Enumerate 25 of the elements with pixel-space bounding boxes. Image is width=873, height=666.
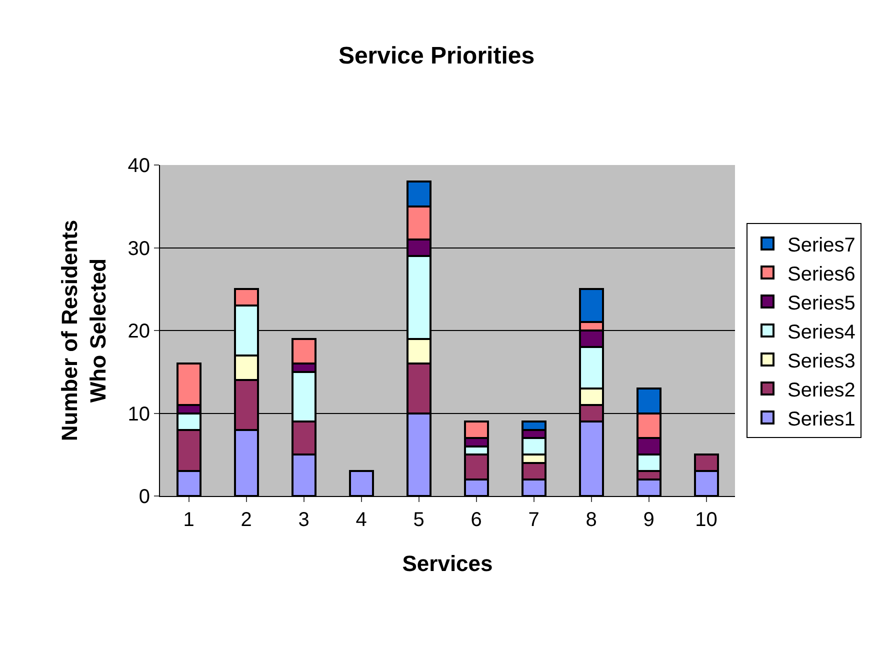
y-tick-label: 30	[128, 238, 150, 260]
x-tick-label: 4	[356, 509, 367, 531]
chart-title: Service Priorities	[338, 42, 535, 70]
x-tick-label: 9	[643, 509, 654, 531]
legend-label: Series6	[788, 263, 856, 286]
legend-label: Series5	[788, 292, 856, 314]
x-tick-label: 10	[695, 509, 718, 531]
legend-label: Series2	[788, 379, 856, 402]
x-tick-label: 7	[528, 509, 540, 531]
x-tick-label: 6	[470, 509, 482, 531]
y-tick-label: 40	[128, 155, 150, 177]
x-axis-title: Services	[402, 550, 493, 576]
x-tick-label: 2	[240, 509, 252, 531]
x-tick-label: 8	[586, 509, 597, 531]
y-tick-label: 0	[138, 486, 150, 508]
legend-label: Series1	[788, 408, 856, 430]
y-tick-label: 10	[128, 403, 150, 426]
x-tick-label: 3	[298, 509, 310, 531]
y-axis-title: Number of Residents Who Selected	[56, 220, 111, 442]
x-tick-label: 5	[413, 509, 424, 531]
x-tick-label: 1	[183, 509, 194, 531]
legend-label: Series4	[788, 321, 856, 344]
legend-label: Series7	[788, 234, 856, 256]
legend-label: Series3	[788, 350, 856, 372]
y-tick-label: 20	[128, 320, 150, 342]
